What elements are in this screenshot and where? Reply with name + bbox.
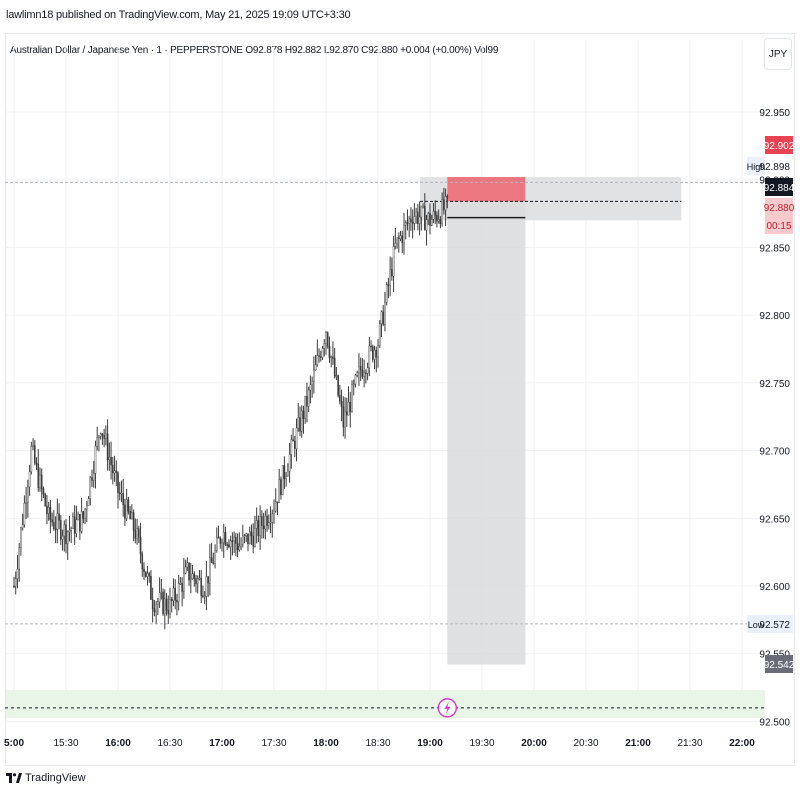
tradingview-brand: TradingView	[6, 772, 86, 784]
ohlc-values: O92.878 H92.882 L92.870 C92.880 +0.004 (…	[245, 45, 499, 56]
symbol-description[interactable]: Australian Dollar / Japanese Yen · 1 · P…	[10, 45, 243, 56]
publish-info: lawlimn18 published on TradingView.com, …	[6, 9, 351, 21]
tradingview-logo-icon	[6, 773, 22, 783]
brand-name: TradingView	[25, 772, 86, 784]
currency-button[interactable]: JPY	[764, 38, 792, 70]
chart-frame	[5, 33, 795, 766]
symbol-legend[interactable]: Australian Dollar / Japanese Yen · 1 · P…	[10, 45, 498, 56]
